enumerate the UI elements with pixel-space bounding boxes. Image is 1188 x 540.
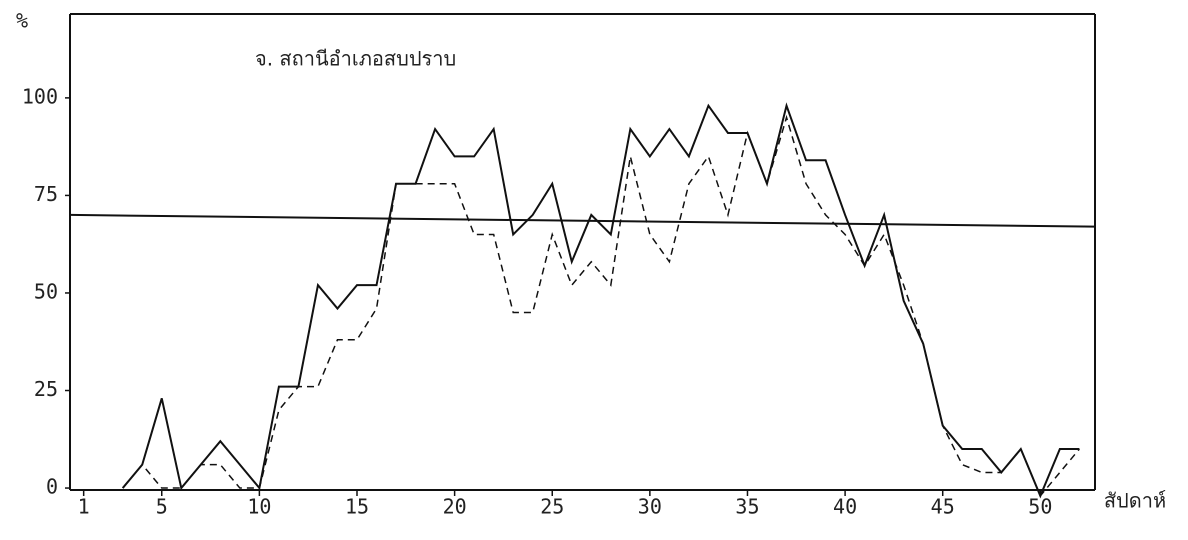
background (0, 0, 1188, 540)
x-tick-label: 45 (931, 495, 955, 519)
chart: จ. สถานีอำเภอสบปราบ % สัปดาห์ 0 25 50 75 100… (0, 0, 1188, 540)
chart-title: จ. สถานีอำเภอสบปราบ (255, 47, 456, 71)
x-tick-label: 15 (345, 495, 369, 519)
y-tick-label: 0 (46, 475, 58, 499)
x-tick-label: 40 (833, 495, 857, 519)
x-tick-label: 35 (735, 495, 759, 519)
y-tick-label: 25 (34, 377, 58, 401)
x-tick-label: 10 (247, 495, 271, 519)
x-tick-label: 25 (540, 495, 564, 519)
x-tick-label: 30 (638, 495, 662, 519)
y-axis-label: % (16, 9, 28, 33)
y-tick-label: 100 (22, 84, 58, 108)
x-axis-label: สัปดาห์ (1104, 489, 1166, 513)
x-tick-label: 1 (78, 495, 90, 519)
y-tick-label: 75 (34, 182, 58, 206)
x-tick-label: 5 (156, 495, 168, 519)
x-tick-label: 20 (443, 495, 467, 519)
y-tick-label: 50 (34, 279, 58, 303)
